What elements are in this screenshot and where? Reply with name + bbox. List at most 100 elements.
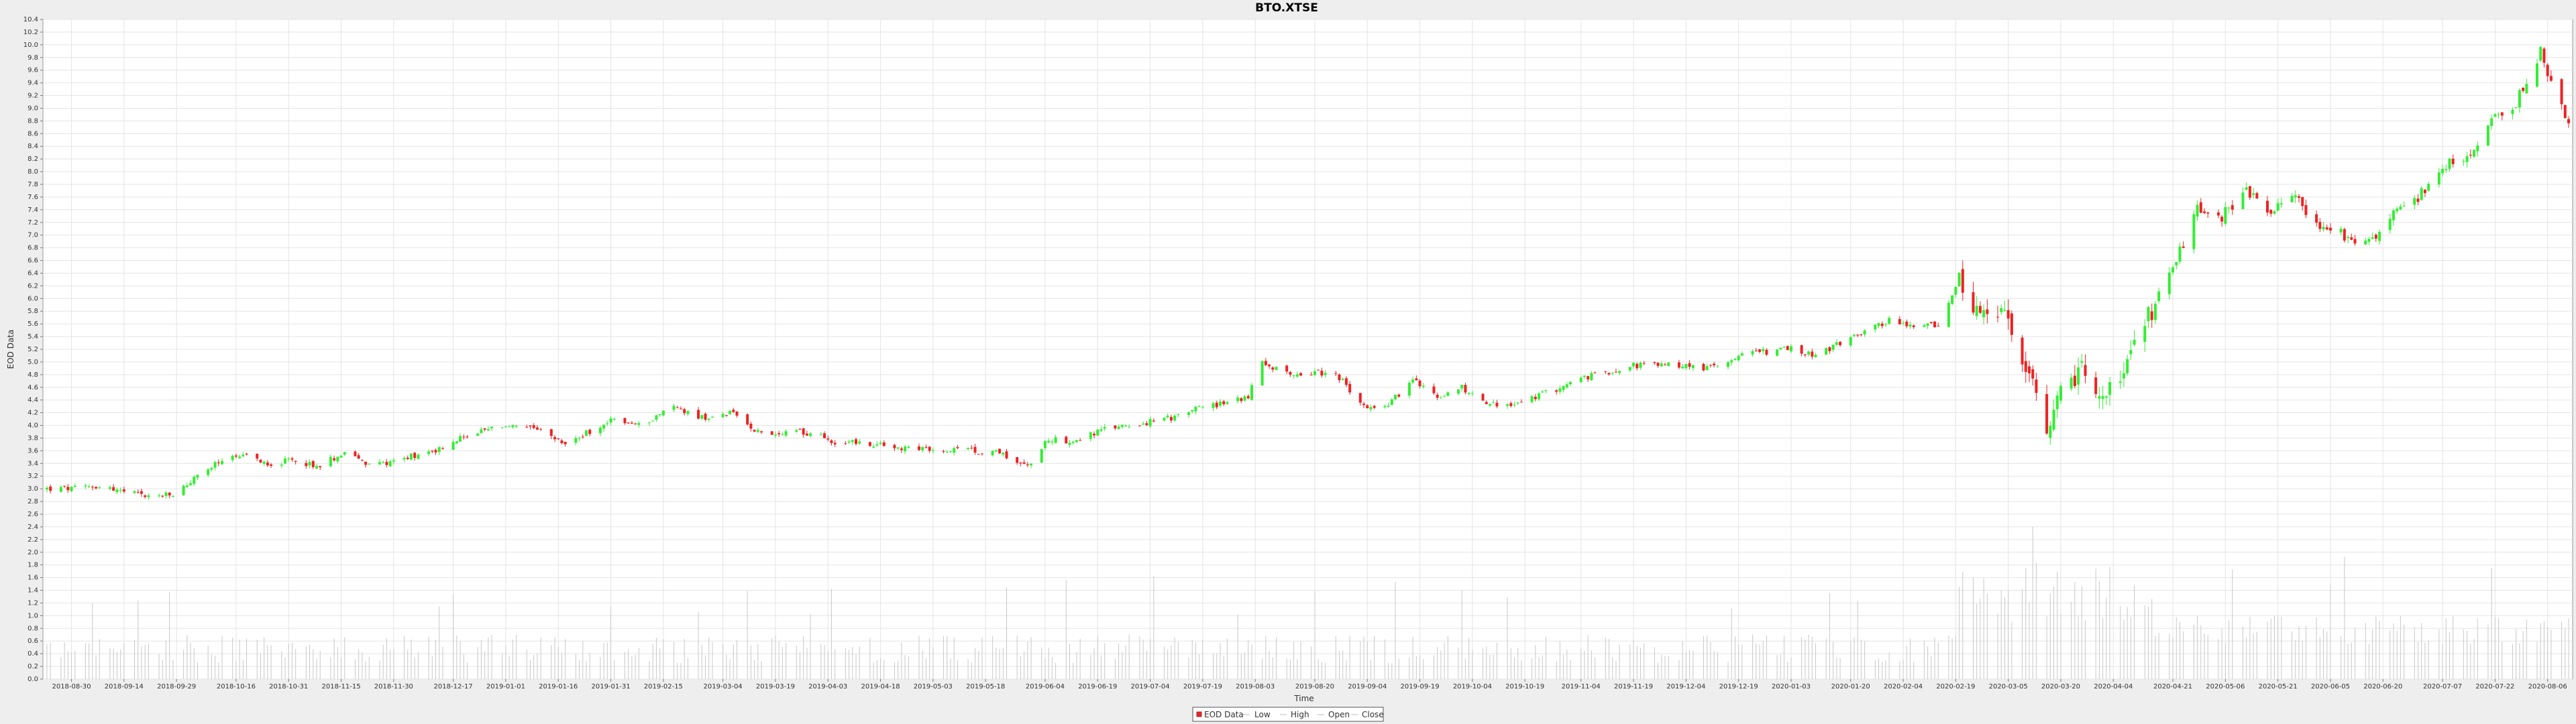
x-tick-label: 2020-01-20 — [1831, 683, 1870, 690]
y-tick-label: 4.0 — [28, 422, 38, 430]
candle-body — [382, 462, 385, 463]
candle-body — [2203, 211, 2206, 213]
candle-body — [2052, 410, 2055, 430]
x-tick-label: 2020-04-04 — [2094, 683, 2133, 690]
candle-body — [1324, 373, 1327, 375]
candle-body — [2126, 359, 2129, 374]
candle-body — [343, 452, 346, 455]
candle-body — [451, 442, 455, 450]
candle-body — [73, 485, 76, 487]
candle-body — [1163, 418, 1166, 421]
candle-body — [2416, 198, 2420, 202]
candle-body — [2104, 396, 2108, 398]
candle-body — [1684, 364, 1688, 369]
candle-body — [557, 438, 560, 440]
candle-body — [231, 455, 234, 461]
legend-label-low: Low — [1254, 710, 1271, 719]
candle-body — [133, 491, 136, 493]
candle-body — [1043, 440, 1046, 448]
candle-body — [770, 431, 773, 435]
y-tick-label: 9.6 — [28, 67, 38, 74]
candle-body — [760, 431, 763, 432]
candle-body — [2486, 125, 2489, 146]
y-tick-label: 2.0 — [28, 549, 38, 556]
candle-body — [1492, 402, 1495, 404]
candle-body — [1054, 437, 1057, 443]
y-tick-label: 5.8 — [28, 308, 38, 315]
candle-body — [1243, 396, 1246, 401]
candle-body — [1986, 309, 1989, 314]
candle-body — [1978, 306, 1982, 313]
candle-body — [333, 458, 336, 461]
candle-body — [749, 424, 753, 429]
candle-body — [606, 423, 609, 424]
candle-body — [564, 442, 567, 444]
candle-body — [2171, 267, 2175, 273]
candle-body — [1460, 385, 1464, 389]
candle-body — [1436, 394, 1439, 398]
candle-body — [256, 454, 259, 459]
candle-body — [2518, 90, 2521, 108]
x-tick-label: 2019-05-03 — [914, 683, 953, 690]
candle-body — [182, 485, 185, 495]
candle-body — [539, 429, 543, 430]
candle-body — [1464, 385, 1467, 393]
candle-body — [977, 454, 980, 455]
y-tick-label: 4.6 — [28, 384, 38, 391]
candle-body — [1260, 361, 1264, 385]
candle-body — [1923, 325, 1926, 327]
candle-body — [1811, 351, 1814, 357]
y-tick-label: 6.8 — [28, 245, 38, 252]
y-tick-label: 3.2 — [28, 473, 38, 480]
candle-body — [234, 455, 237, 457]
candle-body — [2055, 396, 2059, 410]
y-tick-label: 0.0 — [28, 676, 38, 683]
candle-body — [147, 495, 150, 497]
candle-body — [1740, 353, 1743, 356]
candle-body — [221, 461, 224, 465]
candle-body — [2266, 200, 2269, 213]
candle-body — [1341, 378, 1344, 380]
candle-body — [868, 442, 871, 446]
candle-body — [1730, 360, 1733, 363]
candle-body — [2059, 385, 2062, 401]
candle-body — [1835, 342, 1838, 345]
candle-body — [1898, 318, 1901, 324]
candle-body — [1558, 388, 1562, 392]
candle-body — [2353, 239, 2357, 244]
candle-body — [1411, 379, 1415, 383]
candle-body — [1614, 371, 1617, 373]
candle-body — [1831, 345, 1835, 350]
candle-body — [1530, 396, 1534, 402]
candle-body — [1758, 349, 1761, 352]
candle-body — [1800, 345, 1803, 354]
candle-body — [1727, 362, 1729, 367]
candle-body — [1177, 414, 1180, 415]
candle-body — [1383, 406, 1387, 408]
candle-body — [1929, 322, 1933, 323]
candle-body — [2147, 307, 2150, 322]
candle-body — [1390, 399, 1393, 406]
candle-body — [2367, 239, 2371, 242]
candle-body — [1173, 415, 1177, 421]
x-tick-label: 2019-08-03 — [1236, 683, 1275, 690]
candle-body — [196, 475, 199, 478]
candle-body — [490, 426, 494, 428]
candle-body — [1415, 378, 1418, 381]
candle-body — [2413, 198, 2416, 205]
candle-body — [2269, 210, 2273, 214]
x-tick-label: 2020-02-19 — [1936, 683, 1975, 690]
candle-body — [1951, 295, 1954, 304]
candle-body — [1236, 397, 1240, 402]
candle-body — [1975, 306, 1978, 316]
candle-body — [2427, 184, 2430, 191]
candle-body — [1912, 325, 1915, 327]
volume-bars — [46, 526, 2569, 679]
candle-body — [1421, 385, 1425, 387]
candle-body — [1642, 363, 1646, 364]
candle-body — [795, 430, 798, 432]
candle-body — [1240, 398, 1243, 402]
candle-body — [2175, 261, 2178, 265]
candle-body — [2216, 212, 2220, 216]
candle-body — [1751, 351, 1754, 355]
